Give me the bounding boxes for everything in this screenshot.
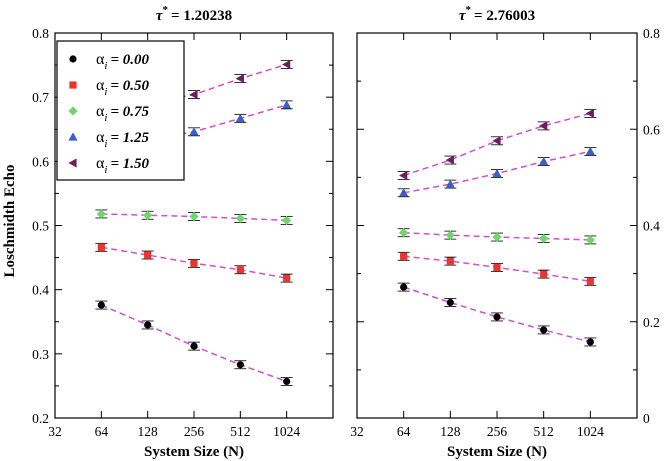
data-point xyxy=(446,298,454,307)
data-point xyxy=(492,168,502,178)
data-point xyxy=(189,211,199,222)
data-point xyxy=(144,321,152,329)
data-point xyxy=(399,188,409,197)
data-point xyxy=(235,73,244,84)
y-tick-label: 0.6 xyxy=(643,122,660,137)
y-tick-label: 0.4 xyxy=(32,283,49,298)
y-tick-label: 0.2 xyxy=(643,315,660,330)
data-point xyxy=(585,146,595,155)
data-point xyxy=(400,252,408,260)
x-tick-label: 64 xyxy=(397,424,411,439)
y-tick-label: 0.2 xyxy=(32,411,49,426)
data-point xyxy=(282,215,292,225)
y-tick-label: 0.8 xyxy=(32,26,49,41)
x-tick-label: 256 xyxy=(184,424,205,439)
data-point xyxy=(493,313,501,321)
fit-line xyxy=(403,286,591,343)
data-point xyxy=(539,156,549,166)
data-point xyxy=(282,100,292,109)
y-tick-label: 0.7 xyxy=(32,90,49,105)
data-point xyxy=(143,210,153,220)
data-point xyxy=(282,59,291,70)
data-point xyxy=(235,213,245,224)
legend-marker xyxy=(68,132,78,141)
data-point xyxy=(586,277,594,285)
data-point xyxy=(539,233,549,244)
legend-marker xyxy=(69,55,77,63)
right-panel: 32 64 128 256 512 1024 0 0.2 0.4 0.6 0.8 xyxy=(350,26,660,439)
y-tick-label: 0.4 xyxy=(643,219,660,234)
data-point xyxy=(97,243,105,251)
data-point xyxy=(492,232,502,242)
fit-line xyxy=(403,112,591,177)
legend: αi = 0.00 αi = 0.50 αi = 0.75 αi = 1.25 αi = 1.50 xyxy=(56,40,185,181)
legend-label: αi = 0.50 xyxy=(96,77,150,98)
data-point xyxy=(283,274,291,282)
legend-label: αi = 0.75 xyxy=(96,103,150,124)
data-point xyxy=(585,108,594,118)
y-axis-label: Loschmidth Echo xyxy=(2,165,18,278)
data-point xyxy=(235,113,245,122)
right-x-axis-label: System Size (N) xyxy=(447,444,547,460)
data-point xyxy=(446,257,454,265)
data-point xyxy=(445,230,455,240)
data-point xyxy=(189,127,199,136)
data-point xyxy=(540,270,548,278)
data-point xyxy=(190,259,198,267)
right-panel-title: τ* = 2.76003 xyxy=(459,4,535,24)
left-x-axis-label: System Size (N) xyxy=(144,444,244,460)
data-point xyxy=(190,342,198,350)
x-tick-label: 512 xyxy=(534,424,554,439)
legend-label: αi = 1.50 xyxy=(96,155,150,176)
data-point xyxy=(283,377,291,386)
legend-label: αi = 1.25 xyxy=(96,129,150,150)
data-point xyxy=(97,301,105,309)
y-tick-label: 0.5 xyxy=(32,219,49,234)
x-tick-label: 512 xyxy=(230,424,250,439)
data-point xyxy=(492,136,501,146)
x-tick-label: 1024 xyxy=(273,424,300,439)
data-point xyxy=(400,283,408,291)
data-point xyxy=(445,179,455,188)
data-point xyxy=(585,235,595,245)
legend-marker xyxy=(68,158,77,168)
data-point xyxy=(399,170,408,181)
x-tick-label: 64 xyxy=(95,424,109,439)
x-tick-label: 1024 xyxy=(577,424,604,439)
data-point xyxy=(586,338,594,346)
legend-box xyxy=(56,40,185,181)
data-point xyxy=(189,90,198,100)
data-point xyxy=(493,263,501,271)
legend-label: αi = 0.00 xyxy=(96,51,150,72)
left-panel-title: τ* = 1.20238 xyxy=(156,4,232,24)
x-tick-label: 128 xyxy=(138,424,159,439)
legend-marker xyxy=(69,81,77,89)
y-tick-label: 0 xyxy=(643,411,650,426)
y-tick-label: 0.6 xyxy=(32,154,49,169)
y-tick-label: 0.8 xyxy=(643,26,660,41)
data-point xyxy=(540,326,548,334)
data-point xyxy=(445,155,454,165)
data-point xyxy=(236,361,244,369)
data-point xyxy=(236,266,244,274)
data-point xyxy=(96,209,106,219)
data-point xyxy=(399,228,409,238)
x-tick-label: 128 xyxy=(440,424,461,439)
legend-marker xyxy=(68,106,78,116)
x-tick-label: 32 xyxy=(350,424,364,439)
data-point xyxy=(144,251,152,259)
x-tick-label: 32 xyxy=(48,424,62,439)
y-tick-label: 0.3 xyxy=(32,347,49,362)
x-tick-label: 256 xyxy=(487,424,508,439)
data-point xyxy=(539,121,548,131)
